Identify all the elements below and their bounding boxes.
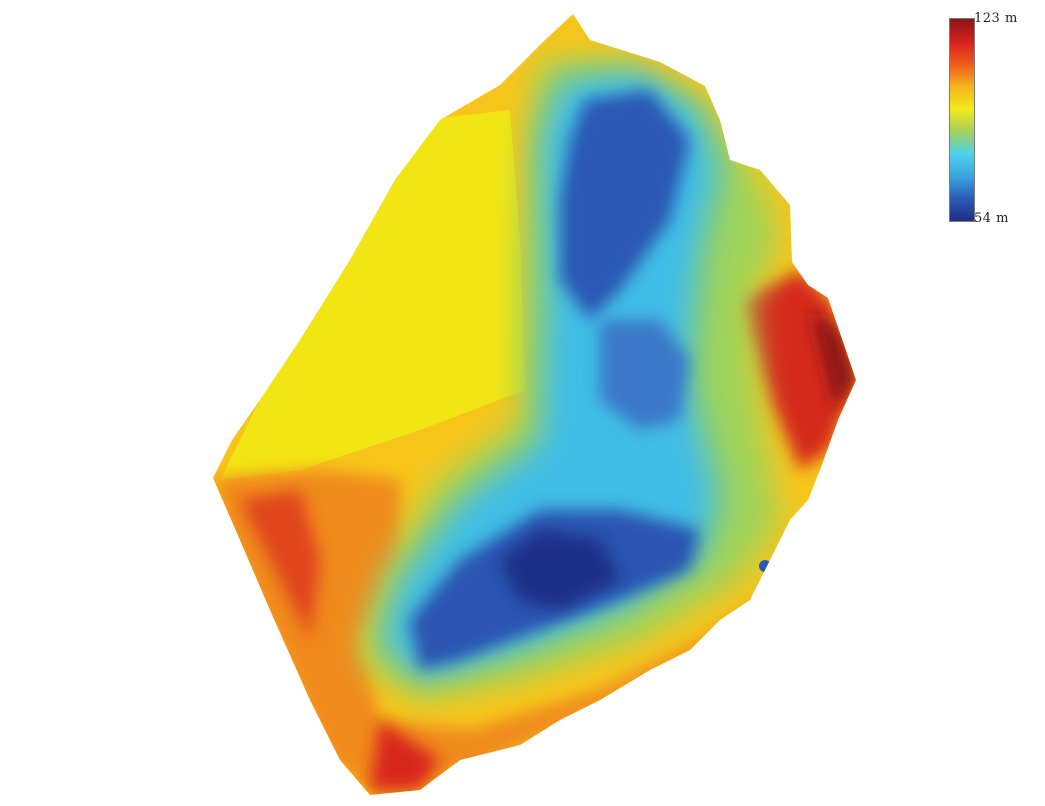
colorbar	[949, 18, 975, 222]
elevation-legend: 123 m 54 m	[949, 11, 1029, 228]
legend-min-label: 54 m	[974, 211, 1010, 226]
legend-max-label: 123 m	[974, 11, 1018, 26]
